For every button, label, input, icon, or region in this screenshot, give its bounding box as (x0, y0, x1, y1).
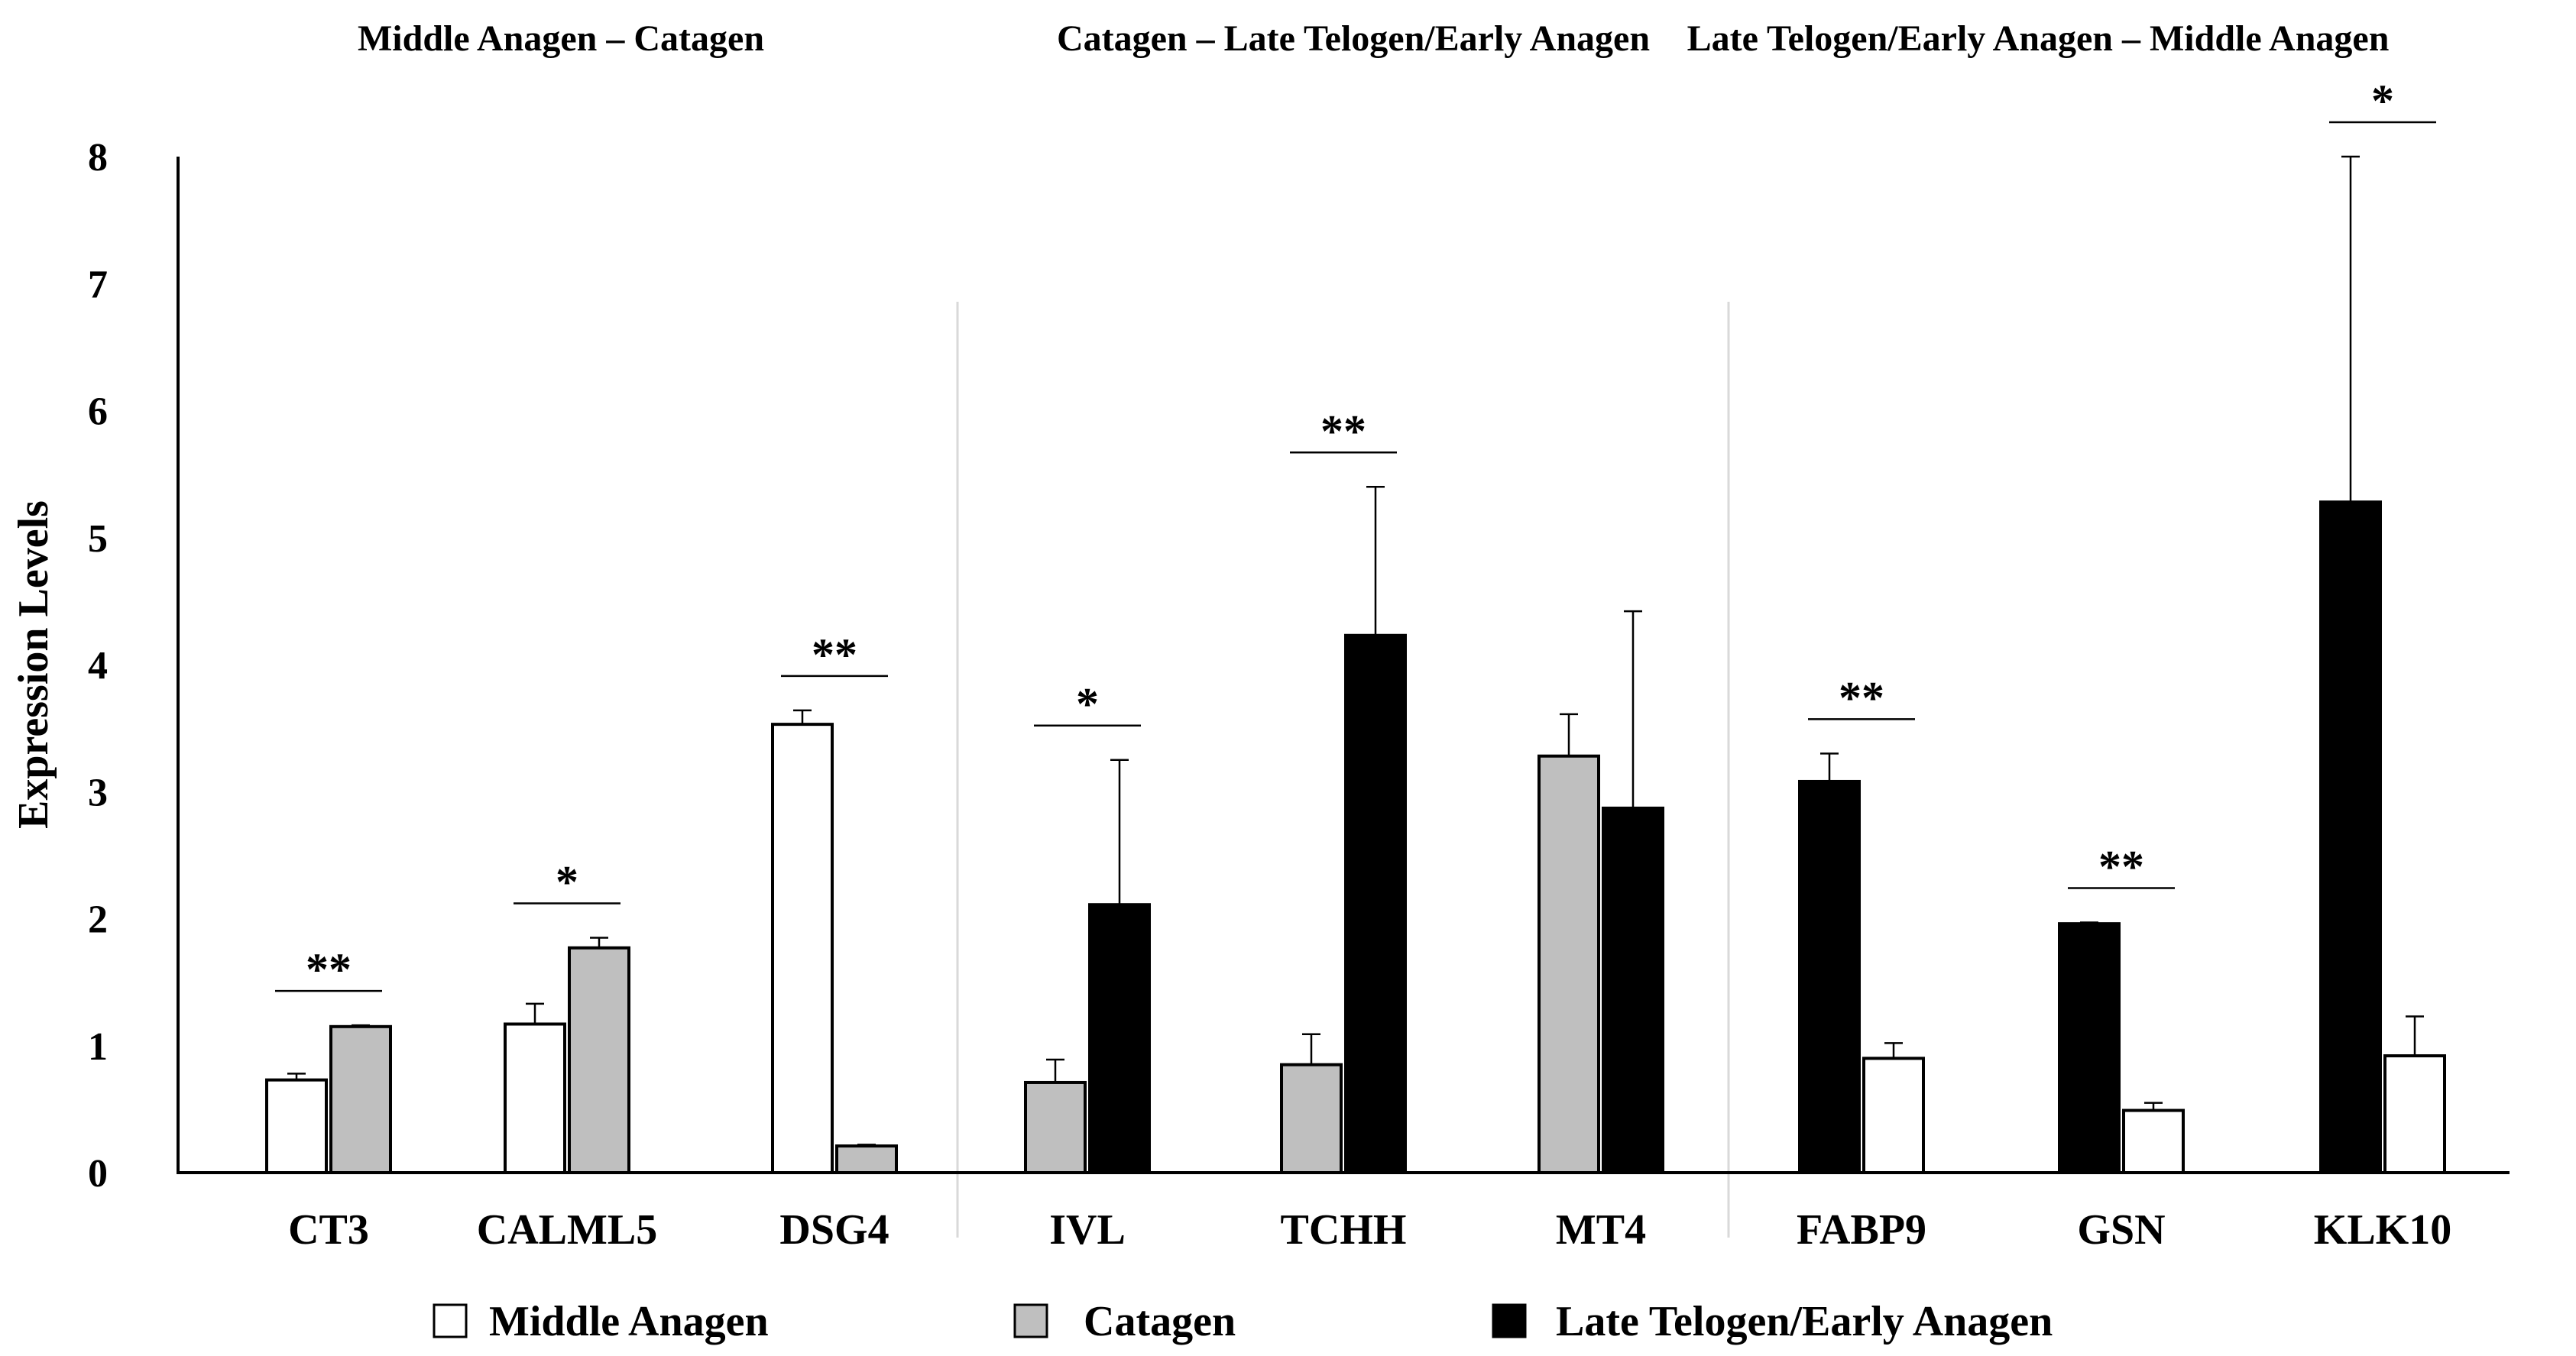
y-tick-label: 2 (88, 898, 108, 942)
y-tick-label: 4 (88, 644, 108, 688)
group-title: Catagen – Late Telogen/Early Anagen (1057, 18, 1650, 59)
significance-marker: * (556, 856, 578, 907)
category-label: CT3 (288, 1206, 369, 1254)
legend-swatch-middle-anagen (433, 1303, 468, 1338)
bar-dsg4-catagen (835, 1144, 898, 1175)
group-title: Middle Anagen – Catagen (358, 18, 764, 59)
significance-marker: ** (2098, 841, 2144, 892)
category-label: IVL (1049, 1206, 1126, 1254)
bar-mt4-catagen (1537, 754, 1600, 1174)
significance-marker: * (2371, 76, 2394, 126)
significance-marker: ** (1320, 406, 1366, 456)
y-tick-label: 5 (88, 517, 108, 561)
bar-ivl-catagen (1024, 1080, 1087, 1175)
bar-gsn-late-telogen (2058, 922, 2121, 1175)
bar-calml5-catagen (568, 946, 630, 1175)
legend-swatch-late-telogen (1492, 1303, 1527, 1338)
category-label: TCHH (1281, 1206, 1407, 1254)
legend-label: Middle Anagen (489, 1298, 769, 1345)
group-title: Late Telogen/Early Anagen – Middle Anage… (1687, 18, 2390, 59)
y-tick-label: 1 (88, 1025, 108, 1069)
bar-fabp9-middle-anagen (1862, 1057, 1925, 1174)
bar-tchh-late-telogen (1344, 633, 1407, 1174)
bar-calml5-middle-anagen (504, 1022, 566, 1175)
category-label: MT4 (1556, 1206, 1646, 1254)
category-label: KLK10 (2314, 1206, 2451, 1254)
y-axis-title: Expression Levels (10, 500, 57, 829)
legend-label: Catagen (1084, 1298, 1236, 1345)
significance-marker: * (1076, 679, 1099, 730)
bar-mt4-late-telogen (1602, 806, 1664, 1175)
bar-ivl-late-telogen (1088, 903, 1151, 1175)
y-tick-label: 0 (88, 1152, 108, 1196)
category-label: FABP9 (1797, 1206, 1926, 1254)
bar-ct3-middle-anagen (265, 1078, 328, 1174)
bar-dsg4-middle-anagen (771, 723, 834, 1174)
significance-marker: ** (1839, 672, 1884, 723)
bar-tchh-catagen (1280, 1063, 1343, 1174)
bar-ct3-catagen (329, 1024, 392, 1174)
y-tick-label: 6 (88, 390, 108, 434)
category-label: DSG4 (779, 1206, 889, 1254)
bar-klk10-late-telogen (2319, 500, 2382, 1174)
y-tick-label: 7 (88, 263, 108, 306)
legend-swatch-catagen (1013, 1303, 1048, 1338)
bar-klk10-middle-anagen (2383, 1054, 2446, 1175)
y-tick-label: 8 (88, 136, 108, 180)
legend-label: Late Telogen/Early Anagen (1556, 1298, 2053, 1345)
bar-fabp9-late-telogen (1798, 779, 1861, 1174)
category-label: GSN (2077, 1206, 2165, 1254)
category-label: CALML5 (477, 1206, 657, 1254)
bar-gsn-middle-anagen (2122, 1108, 2185, 1174)
significance-marker: ** (306, 944, 352, 995)
y-tick-label: 3 (88, 771, 108, 814)
significance-marker: ** (812, 629, 857, 680)
